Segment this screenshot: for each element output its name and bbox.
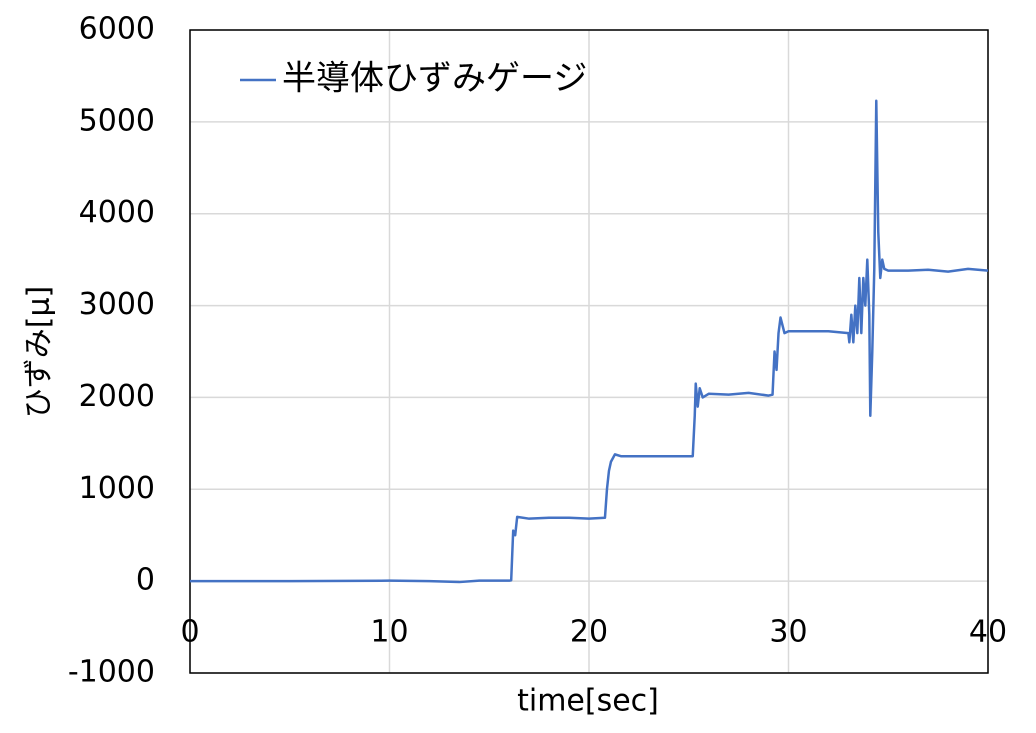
x-tick-label: 10: [370, 615, 408, 650]
plot-border: [189, 29, 989, 674]
y-tick-label: 4000: [79, 195, 155, 230]
x-axis-label: time[sec]: [517, 684, 659, 719]
data-line: [190, 99, 989, 584]
y-tick-label: 2000: [79, 379, 155, 414]
y-axis-label: ひずみ[μ]: [22, 286, 57, 419]
y-tick-label: 6000: [79, 12, 155, 47]
y-tick-label: 3000: [79, 287, 155, 322]
y-tick-label: 1000: [79, 471, 155, 506]
y-tick-label: -1000: [68, 655, 155, 690]
y-tick-label: 5000: [79, 103, 155, 138]
x-tick-label: 30: [769, 615, 807, 650]
y-tick-label: 0: [136, 563, 155, 598]
x-tick-label: 20: [570, 615, 608, 650]
legend-label: 半導体ひずみゲージ: [282, 59, 587, 99]
